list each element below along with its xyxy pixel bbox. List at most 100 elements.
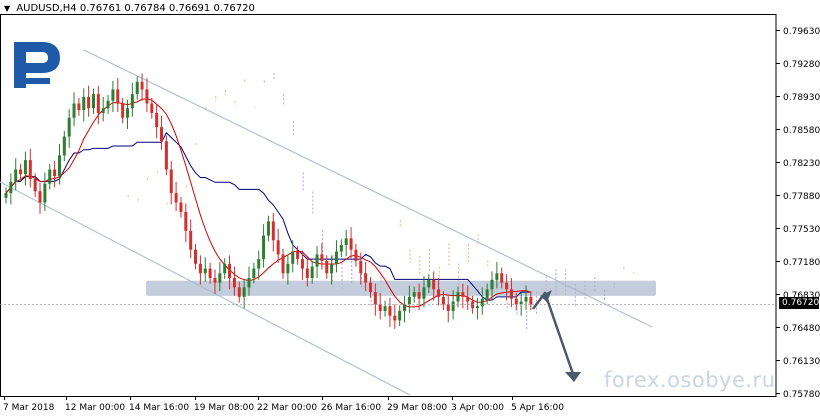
bear-candle [359, 261, 363, 274]
bear-candle [441, 296, 445, 305]
y-tick-label: 0.79280 [783, 60, 820, 70]
bear-candle [364, 273, 368, 283]
bear-candle [514, 298, 518, 305]
bear-candle [471, 301, 475, 309]
bear-candle [505, 282, 509, 290]
bear-candle [179, 202, 183, 212]
bull-candle [252, 268, 256, 278]
chart-header: ▼ AUDUSD,H4 0.76761 0.76784 0.76691 0.76… [4, 3, 255, 14]
y-tick-label: 0.78580 [783, 126, 820, 136]
tenkan-line [5, 98, 532, 308]
bull-candle [223, 263, 227, 274]
bull-candle [23, 160, 27, 175]
x-tick-label: 7 Mar 2018 [3, 403, 55, 413]
bear-candle [432, 279, 436, 290]
bull-candle [427, 279, 431, 288]
bull-candle [291, 251, 295, 264]
x-tick-label: 19 Mar 08:00 [194, 403, 254, 413]
bull-candle [456, 292, 460, 302]
y-tick-label: 0.75780 [783, 390, 820, 400]
bull-candle [62, 136, 66, 156]
bear-candle [393, 315, 397, 321]
bear-candle [500, 273, 504, 283]
bull-candle [14, 169, 18, 182]
bear-candle [145, 89, 149, 104]
bull-candle [4, 193, 8, 198]
bull-candle [126, 108, 129, 118]
bear-candle [388, 306, 392, 316]
forecast-arrow-head [565, 372, 581, 382]
bull-candle [48, 169, 52, 184]
bull-candle [57, 155, 61, 177]
bear-candle [300, 259, 304, 269]
bull-candle [485, 289, 489, 299]
watermark: forex.osobye.ru [604, 368, 776, 392]
bear-candle [529, 296, 533, 305]
bull-candle [519, 301, 523, 305]
current-price-tag: 0.76720 [779, 297, 819, 309]
bear-candle [33, 178, 37, 192]
y-tick-label: 0.77530 [783, 225, 820, 235]
y-tick-label: 0.79630 [783, 27, 820, 37]
bear-candle [121, 103, 125, 118]
bull-candle [334, 251, 338, 264]
y-tick-label: 0.76480 [783, 324, 820, 334]
bull-candle [9, 181, 13, 194]
symbol-label: AUDUSD,H4 [16, 3, 77, 14]
x-tick-label: 14 Mar 16:00 [129, 403, 189, 413]
y-tick-label: 0.76130 [783, 357, 820, 367]
bull-candle [43, 183, 47, 203]
x-tick-label: 29 Mar 08:00 [387, 403, 447, 413]
x-tick-label: 5 Apr 16:00 [511, 403, 564, 413]
bull-candle [247, 277, 251, 288]
bear-candle [213, 277, 217, 283]
chart-menu-arrow-icon[interactable]: ▼ [4, 4, 11, 13]
bull-candle [495, 273, 499, 280]
bear-candle [164, 141, 168, 170]
bull-candle [242, 287, 246, 297]
y-tick-label: 0.77180 [783, 258, 820, 268]
bear-candle [354, 249, 358, 261]
bear-candle [77, 103, 81, 111]
support-zone [146, 280, 656, 296]
x-tick-label: 3 Apr 00:00 [451, 403, 504, 413]
y-tick-label: 0.78930 [783, 93, 820, 103]
bear-candle [320, 254, 324, 261]
bull-candle [398, 310, 402, 321]
bear-candle [189, 230, 193, 250]
bear-candle [466, 296, 470, 302]
bull-candle [315, 254, 319, 267]
bear-candle [155, 112, 159, 128]
y-tick-label: 0.76830 [783, 291, 820, 301]
bull-candle [218, 273, 222, 283]
bull-candle [310, 266, 314, 278]
y-tick-label: 0.77880 [783, 192, 820, 202]
bear-candle [28, 160, 32, 179]
x-tick-label: 26 Mar 16:00 [321, 403, 381, 413]
bear-candle [305, 268, 309, 278]
bear-candle [19, 169, 23, 175]
bear-candle [160, 127, 164, 142]
bear-candle [378, 304, 382, 311]
bear-candle [437, 289, 441, 297]
bull-candle [330, 263, 334, 274]
bear-candle [198, 263, 202, 274]
open-value: 0.76761 [79, 3, 122, 14]
bull-candle [257, 259, 261, 269]
x-tick-label: 12 Mar 00:00 [65, 403, 125, 413]
bear-candle [369, 282, 372, 293]
bear-candle [96, 94, 100, 113]
bull-candle [339, 244, 343, 252]
bull-candle [67, 117, 71, 137]
forecast-arrow-line [532, 291, 575, 375]
bear-candle [281, 254, 285, 274]
bear-candle [38, 191, 42, 203]
bear-candle [373, 292, 377, 305]
bull-candle [383, 306, 387, 311]
bear-candle [228, 263, 232, 278]
bear-candle [116, 89, 120, 104]
bear-candle [194, 249, 198, 264]
bull-candle [524, 296, 528, 302]
